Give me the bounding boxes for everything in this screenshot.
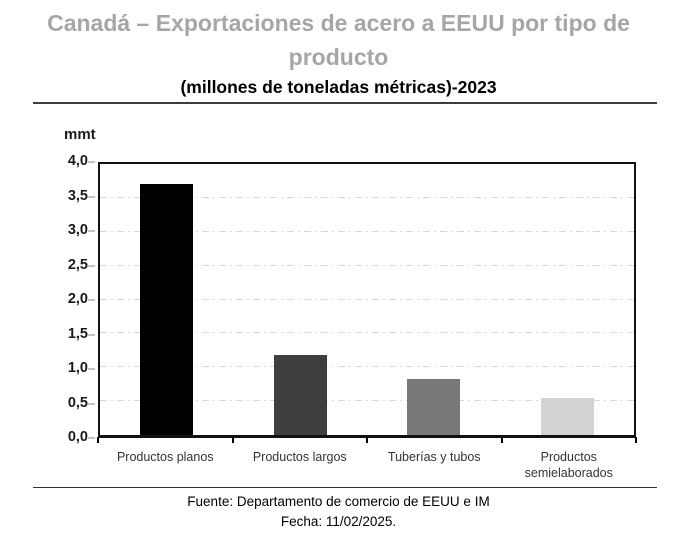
gridline (100, 196, 634, 198)
gridline (100, 230, 634, 232)
y-axis-ticks (88, 161, 96, 439)
y-tick-label: 2,5 (67, 256, 88, 273)
y-tick-label: 2,0 (67, 291, 88, 307)
x-axis-ticks (97, 437, 637, 444)
footer-divider-line (33, 487, 657, 488)
plot-area (98, 162, 636, 438)
category-label: Productos largos (252, 450, 347, 464)
category-label: Productos semielaborados (524, 450, 613, 481)
gridline (100, 366, 634, 368)
category-label: Tuberías y tubos (387, 450, 481, 464)
x-tick-mark (366, 437, 368, 443)
source-note: Fuente: Departamento de comercio de EEUU… (187, 494, 490, 509)
y-axis-unit-label: mmt (64, 126, 96, 143)
x-tick-mark (97, 437, 99, 443)
bar-3 (407, 379, 461, 435)
category-label: Productos planos (116, 450, 214, 464)
header-divider-line (33, 102, 657, 104)
chart-title: Canadá – Exportaciones de acero a EEUU p… (47, 10, 630, 70)
y-tick-label: 3,0 (67, 222, 88, 238)
bar-4 (540, 397, 594, 435)
date-note: Fecha: 11/02/2025. (280, 513, 397, 529)
x-tick-mark (231, 437, 234, 443)
y-tick-mark (88, 264, 95, 267)
gridline (100, 332, 634, 334)
y-tick-mark (88, 230, 95, 232)
y-tick-label: 0,5 (67, 394, 88, 411)
y-tick-label: 4,0 (67, 153, 88, 169)
y-tick-label: 1,5 (67, 325, 88, 342)
x-axis-labels: Productos planos Productos largos Tuberías… (98, 449, 636, 482)
gridline (100, 264, 634, 266)
x-tick-mark (635, 437, 637, 443)
y-tick-mark (88, 195, 95, 198)
y-tick-mark (88, 437, 95, 439)
y-tick-mark (88, 333, 95, 336)
y-tick-mark (88, 402, 95, 405)
bar-2 (273, 355, 327, 435)
y-axis-labels: 0,0 0,5 1,0 1,5 2,0 2,5 3,0 3,5 4,0 (0, 153, 88, 445)
gridline (100, 400, 634, 402)
bar-1 (140, 184, 194, 435)
y-tick-label: 1,0 (67, 360, 88, 376)
y-tick-mark (88, 161, 95, 163)
y-tick-mark (88, 299, 95, 301)
x-tick-mark (500, 437, 503, 443)
y-tick-mark (88, 368, 95, 370)
gridline (100, 298, 634, 300)
chart-subtitle: (millones de toneladas métricas)-2023 (180, 77, 497, 97)
y-tick-label: 3,5 (67, 187, 88, 204)
y-tick-label: 0,0 (67, 429, 88, 445)
footer: Fuente: Departamento de comercio de EEUU… (0, 492, 677, 531)
